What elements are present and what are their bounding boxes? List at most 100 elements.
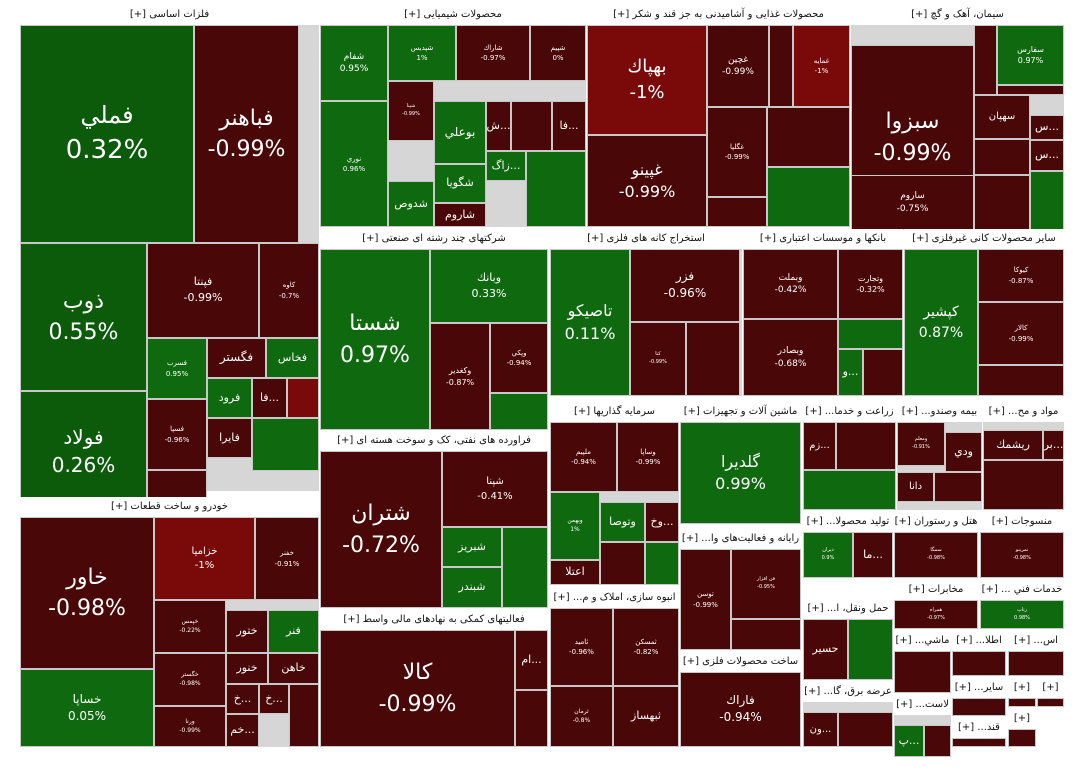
- stock-tile[interactable]: فزر -0.96%: [630, 249, 740, 322]
- minor-stock-tile[interactable]: [978, 365, 1064, 396]
- stock-tile[interactable]: ختور: [226, 610, 268, 653]
- stock-tile[interactable]: زم...: [803, 422, 836, 470]
- stock-tile[interactable]: خ...: [226, 684, 259, 714]
- stock-tile[interactable]: شگويا: [434, 164, 486, 203]
- stock-tile[interactable]: فسرب 0.95%: [147, 338, 207, 399]
- sector-title[interactable]: خدمات فني ... [+]: [980, 580, 1064, 600]
- minor-stock-tile[interactable]: [894, 651, 951, 693]
- stock-tile[interactable]: شستا 0.97%: [320, 249, 430, 430]
- sector-title[interactable]: سایر محصولات کانی غیرفلزی [+]: [904, 229, 1064, 249]
- stock-tile[interactable]: بوعلي: [434, 101, 486, 164]
- stock-tile[interactable]: بر...: [1043, 430, 1064, 460]
- stock-tile[interactable]: اعتلا: [550, 560, 600, 585]
- sector-title[interactable]: فعالیتهای کمکی به نهادهای مالی واسط [+]: [320, 610, 548, 630]
- stock-tile[interactable]: كالا -0.99%: [320, 630, 515, 747]
- stock-tile[interactable]: ملپيم -0.94%: [550, 422, 617, 492]
- stock-tile[interactable]: شاراك -0.97%: [456, 25, 530, 81]
- minor-stock-tile[interactable]: [769, 25, 793, 107]
- minor-stock-tile[interactable]: [600, 542, 645, 585]
- sector-title[interactable]: ساير... [+]: [952, 678, 1006, 698]
- minor-stock-tile[interactable]: [1008, 698, 1036, 707]
- stock-tile[interactable]: وكغدير -0.87%: [430, 323, 490, 430]
- stock-tile[interactable]: فا...: [552, 101, 586, 151]
- stock-tile[interactable]: ثاميد -0.96%: [550, 608, 613, 686]
- stock-tile[interactable]: شبريز: [442, 527, 502, 567]
- sector-title[interactable]: فلزات اساسی [+]: [20, 5, 319, 25]
- stock-tile[interactable]: سمگا -0.98%: [894, 532, 978, 578]
- sector-title[interactable]: بیمه وصندو... [+]: [897, 402, 982, 422]
- minor-stock-tile[interactable]: [1037, 698, 1064, 707]
- minor-stock-tile[interactable]: [287, 378, 319, 418]
- sector-title[interactable]: رایانه و فعالیت‌های وا... [+]: [680, 529, 801, 549]
- stock-tile[interactable]: ورنا -0.99%: [154, 706, 226, 747]
- stock-tile[interactable]: ريشمك: [983, 430, 1043, 460]
- stock-tile[interactable]: فملي 0.32%: [20, 25, 194, 243]
- stock-tile[interactable]: س...: [1030, 115, 1064, 140]
- minor-stock-tile[interactable]: [803, 470, 896, 510]
- stock-tile[interactable]: غچين -0.99%: [707, 25, 769, 107]
- stock-tile[interactable]: خ...: [259, 684, 289, 714]
- stock-tile[interactable]: ساروم -0.75%: [851, 175, 974, 230]
- stock-tile[interactable]: فرود: [207, 378, 252, 418]
- stock-tile[interactable]: نمرينو -0.98%: [980, 532, 1064, 578]
- stock-tile[interactable]: ومعلم -0.91%: [897, 422, 945, 466]
- stock-tile[interactable]: نوري 0.96%: [320, 101, 388, 227]
- sector-title[interactable]: عرضه برق، گا... [+]: [803, 682, 893, 702]
- stock-tile[interactable]: ش...: [486, 101, 511, 151]
- stock-tile[interactable]: وبانك 0.33%: [430, 249, 548, 323]
- minor-stock-tile[interactable]: [924, 725, 951, 757]
- sector-title[interactable]: اطلا... [+]: [952, 631, 1006, 651]
- stock-tile[interactable]: ثبهساز: [613, 686, 679, 747]
- sector-title[interactable]: سیمان، آهک و گچ [+]: [851, 5, 1064, 25]
- stock-tile[interactable]: فنر: [268, 610, 319, 653]
- stock-tile[interactable]: ودي: [945, 432, 982, 472]
- stock-tile[interactable]: خاور -0.98%: [20, 517, 154, 669]
- sector-title[interactable]: مواد و مح... [+]: [983, 402, 1064, 422]
- stock-tile[interactable]: فسپا -0.96%: [147, 399, 207, 470]
- stock-tile[interactable]: شبندر: [442, 567, 502, 608]
- minor-stock-tile[interactable]: [731, 619, 801, 650]
- stock-tile[interactable]: گلديرا 0.99%: [680, 422, 801, 524]
- sector-title[interactable]: شرکتهای چند رشته ای صنعتی [+]: [320, 229, 548, 249]
- stock-tile[interactable]: سهپان: [974, 95, 1030, 139]
- stock-tile[interactable]: خاهن: [268, 653, 319, 684]
- stock-tile[interactable]: وپكي -0.94%: [490, 323, 548, 393]
- stock-tile[interactable]: شپنا -0.41%: [442, 451, 548, 527]
- stock-tile[interactable]: ثمسكن -0.82%: [613, 608, 679, 686]
- stock-tile[interactable]: كپشير 0.87%: [904, 249, 978, 396]
- minor-stock-tile[interactable]: [1030, 171, 1064, 230]
- stock-tile[interactable]: توسن -0.99%: [680, 549, 731, 650]
- minor-stock-tile[interactable]: [974, 139, 1030, 175]
- minor-stock-tile[interactable]: [515, 690, 548, 747]
- stock-tile[interactable]: شتران -0.72%: [320, 451, 442, 608]
- stock-tile[interactable]: فايرا: [207, 418, 252, 458]
- minor-stock-tile[interactable]: [767, 107, 850, 167]
- stock-tile[interactable]: دانا: [897, 472, 934, 502]
- stock-tile[interactable]: فاراك -0.94%: [680, 672, 801, 747]
- stock-tile[interactable]: حسير: [803, 619, 848, 680]
- sector-title[interactable]: محصولات شیمیایی [+]: [320, 5, 586, 25]
- minor-stock-tile[interactable]: [707, 197, 767, 227]
- stock-tile[interactable]: رتاپ 0.98%: [980, 600, 1064, 629]
- stock-tile[interactable]: وبملت -0.42%: [743, 249, 838, 319]
- stock-tile[interactable]: ذوب 0.55%: [20, 243, 147, 391]
- minor-stock-tile[interactable]: [511, 101, 552, 151]
- sector-title[interactable]: [+]: [1008, 678, 1036, 698]
- minor-stock-tile[interactable]: [490, 393, 548, 430]
- sector-title[interactable]: قند... [+]: [952, 718, 1006, 738]
- minor-stock-tile[interactable]: [1008, 651, 1064, 676]
- stock-tile[interactable]: كالار -0.99%: [978, 302, 1064, 365]
- stock-tile[interactable]: شاروم: [434, 203, 486, 227]
- stock-tile[interactable]: خنور: [226, 653, 268, 684]
- minor-stock-tile[interactable]: [686, 322, 740, 396]
- sector-title[interactable]: خودرو و ساخت قطعات [+]: [20, 497, 319, 517]
- stock-tile[interactable]: فن افزار -0.95%: [731, 549, 801, 619]
- minor-stock-tile[interactable]: [952, 698, 1006, 716]
- stock-tile[interactable]: سفارس 0.97%: [997, 25, 1064, 85]
- stock-tile[interactable]: وبصادر -0.68%: [743, 319, 838, 396]
- minor-stock-tile[interactable]: [848, 619, 893, 680]
- sector-title[interactable]: سرمایه گذاریها [+]: [550, 402, 679, 422]
- stock-tile[interactable]: ما...: [853, 532, 893, 578]
- stock-tile[interactable]: غپينو -0.99%: [587, 135, 707, 227]
- sector-title[interactable]: محصولات غذایی و آشامیدنی به جز قند و شکر…: [587, 5, 850, 25]
